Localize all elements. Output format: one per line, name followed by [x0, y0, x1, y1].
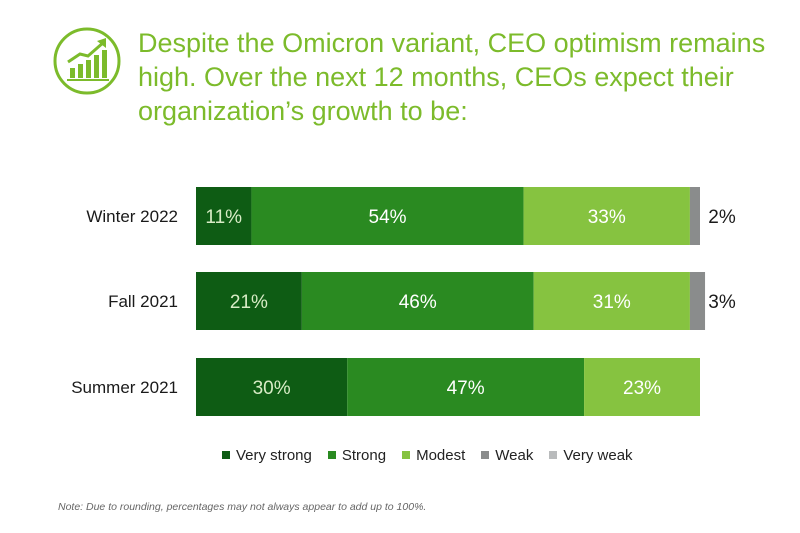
bar-segment-strong [251, 187, 524, 245]
bar-segment-very-strong [196, 358, 348, 416]
growth-chart-icon [53, 27, 121, 95]
legend-label: Modest [416, 446, 466, 464]
legend-swatch [222, 451, 230, 459]
data-label: 33% [588, 207, 626, 228]
legend-item: Very strong [222, 447, 312, 464]
bar-segment-strong [347, 358, 585, 416]
bar-segment-modest [523, 187, 690, 245]
legend-swatch [327, 451, 336, 459]
legend-label: Weak [495, 446, 534, 464]
category-label: Fall 2021 [108, 292, 178, 311]
legend-label: Very weak [563, 446, 633, 464]
data-label: 3% [708, 292, 736, 313]
data-label: 47% [447, 378, 485, 399]
legend-label: Very strong [236, 446, 312, 464]
legend-label: Strong [341, 446, 387, 464]
legend-swatch [481, 451, 490, 459]
category-label: Summer 2021 [71, 378, 178, 397]
bar-segment-very-strong [196, 187, 252, 245]
bar-segment-modest [584, 358, 700, 416]
bar-segment-very-strong [196, 272, 302, 330]
data-label: 21% [230, 292, 268, 313]
bar-segment-weak [689, 272, 706, 330]
legend-item: Very weak [549, 446, 633, 464]
data-label: 23% [623, 378, 661, 399]
header: Despite the Omicron variant, CEO optimis… [52, 14, 772, 126]
legend: Very strong Strong Modest Weak Very weak [222, 445, 633, 465]
bar-segment-modest [533, 272, 690, 330]
legend-swatch [402, 451, 411, 459]
data-label: 30% [253, 378, 291, 399]
chart-title: Despite the Omicron variant, CEO optimis… [138, 28, 766, 126]
data-label: 2% [708, 207, 736, 228]
bar-segment-strong [301, 272, 534, 330]
legend-item: Weak [481, 447, 533, 464]
data-label: 54% [369, 207, 407, 228]
data-label: 11% [205, 207, 242, 228]
footnote: Note: Due to rounding, percentages may n… [58, 501, 427, 513]
legend-item: Modest [402, 447, 465, 464]
bar-segment-weak [689, 187, 700, 245]
legend-swatch [549, 451, 558, 459]
data-label: 46% [399, 292, 437, 313]
category-label: Winter 2022 [86, 207, 178, 226]
data-label: 31% [593, 292, 631, 313]
legend-item: Strong [327, 446, 387, 464]
